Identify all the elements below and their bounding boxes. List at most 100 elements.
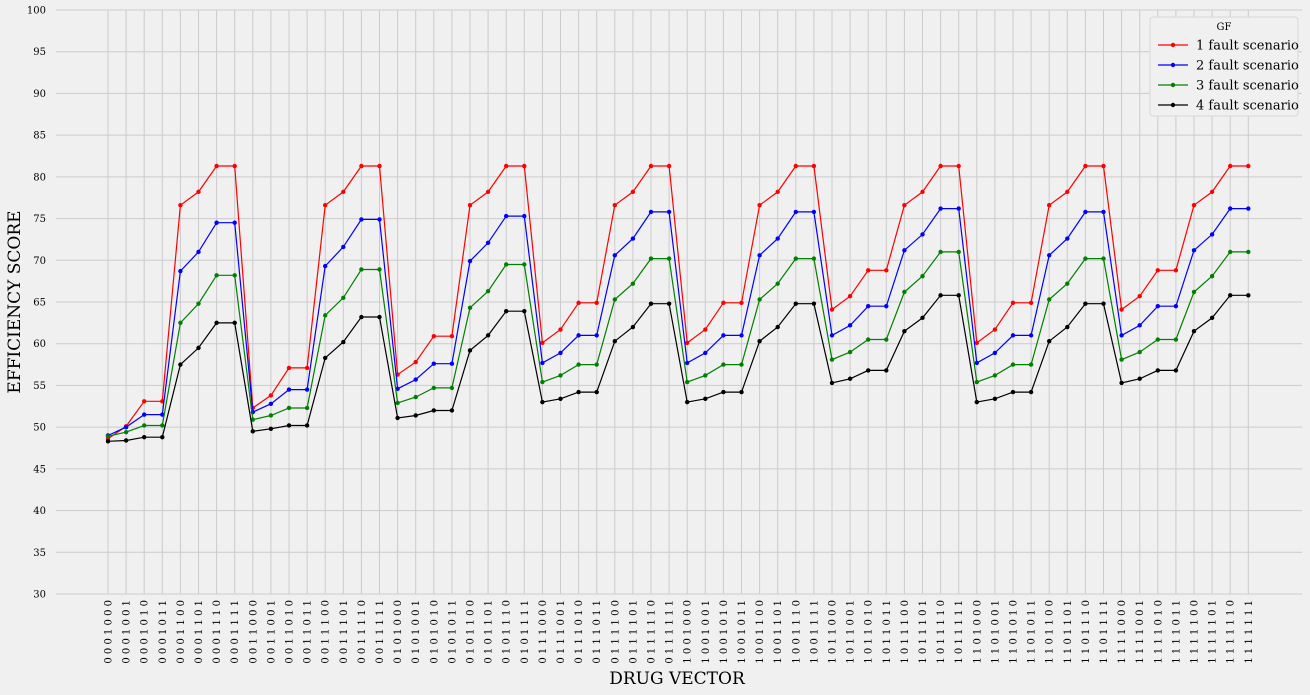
legend-marker bbox=[1170, 62, 1176, 68]
data-point bbox=[721, 300, 726, 306]
data-point bbox=[1173, 303, 1179, 309]
x-tick-label: 0 1 1 1 0 1 0 bbox=[574, 600, 585, 664]
data-point bbox=[974, 379, 979, 385]
data-point bbox=[323, 263, 328, 269]
data-point bbox=[992, 350, 998, 356]
data-point bbox=[1246, 293, 1251, 298]
data-point bbox=[612, 297, 617, 302]
data-point bbox=[703, 327, 708, 332]
data-point bbox=[739, 389, 744, 395]
data-point bbox=[1155, 268, 1161, 273]
series-line bbox=[107, 294, 1249, 442]
legend-marker bbox=[1170, 42, 1176, 48]
data-point bbox=[811, 256, 817, 261]
x-tick-labels: 0 0 0 1 0 0 0 0 0 0 1 0 0 1 0 0 0 1 0 1 0 0… bbox=[104, 600, 1255, 664]
data-point bbox=[105, 439, 111, 444]
data-point bbox=[105, 434, 111, 439]
data-point bbox=[250, 429, 255, 434]
series-4 bbox=[105, 293, 1251, 444]
data-point bbox=[1083, 209, 1088, 215]
data-point bbox=[1155, 303, 1161, 309]
data-point bbox=[377, 267, 382, 272]
x-tick-label: 0 1 0 1 1 0 0 bbox=[466, 600, 477, 664]
data-point bbox=[160, 412, 165, 417]
data-point bbox=[938, 206, 943, 211]
data-point bbox=[920, 232, 925, 237]
data-point bbox=[1119, 357, 1124, 362]
x-tick-label: 1 1 0 1 0 0 0 bbox=[972, 600, 983, 664]
data-point bbox=[576, 333, 581, 338]
data-point bbox=[793, 301, 798, 306]
data-point bbox=[1119, 333, 1124, 338]
data-point bbox=[214, 273, 219, 278]
data-point bbox=[576, 362, 581, 367]
data-point bbox=[1065, 324, 1070, 330]
data-point bbox=[1101, 301, 1106, 306]
data-point bbox=[431, 334, 436, 339]
data-point bbox=[1173, 368, 1179, 373]
data-point bbox=[811, 301, 817, 306]
data-point bbox=[576, 389, 581, 395]
y-tick-label: 30 bbox=[33, 590, 46, 601]
data-point bbox=[431, 361, 436, 366]
y-tick-label: 95 bbox=[33, 47, 46, 58]
data-point bbox=[232, 320, 237, 326]
data-point bbox=[902, 248, 907, 253]
legend-label: 1 fault scenario bbox=[1196, 39, 1299, 54]
x-tick-label: 0 0 0 1 1 0 0 bbox=[176, 600, 187, 664]
x-tick-label: 1 1 0 1 0 1 1 bbox=[1027, 600, 1038, 664]
data-point bbox=[992, 373, 998, 378]
series-line bbox=[107, 165, 1249, 440]
data-point bbox=[142, 423, 147, 428]
data-point bbox=[956, 206, 961, 211]
series-3 bbox=[105, 249, 1251, 439]
data-point bbox=[739, 333, 744, 338]
x-tick-label: 0 1 0 1 1 1 1 bbox=[520, 600, 531, 664]
data-point bbox=[377, 163, 382, 169]
data-point bbox=[1028, 300, 1034, 306]
y-tick-label: 100 bbox=[27, 6, 46, 17]
x-tick-label: 1 0 0 1 0 1 1 bbox=[737, 600, 748, 664]
data-point bbox=[648, 256, 654, 261]
legend: GF 1 fault scenario 2 fault scenario 3 fau… bbox=[1149, 16, 1299, 117]
data-point bbox=[1137, 376, 1142, 381]
data-point bbox=[847, 323, 853, 328]
x-tick-label: 0 0 1 1 1 1 1 bbox=[375, 600, 386, 664]
x-tick-label: 1 1 0 1 0 0 1 bbox=[990, 600, 1001, 664]
data-point bbox=[1228, 163, 1233, 169]
data-point bbox=[449, 361, 455, 366]
data-point bbox=[1173, 268, 1179, 273]
legend-label: 2 fault scenario bbox=[1196, 59, 1299, 74]
data-point bbox=[1065, 189, 1070, 195]
x-tick-label: 1 1 1 1 1 0 0 bbox=[1190, 600, 1201, 664]
x-tick-label: 1 0 1 1 1 1 1 bbox=[954, 600, 965, 664]
data-point bbox=[648, 209, 654, 215]
y-tick-label: 90 bbox=[33, 89, 46, 100]
data-point bbox=[703, 373, 708, 378]
data-point bbox=[1191, 329, 1197, 334]
data-point bbox=[866, 337, 871, 342]
legend-label: 4 fault scenario bbox=[1196, 99, 1299, 114]
x-axis-label: DRUG VECTOR bbox=[609, 669, 746, 689]
data-point bbox=[449, 334, 455, 339]
series-lines bbox=[105, 163, 1251, 444]
x-tick-label: 0 1 1 1 1 0 0 bbox=[610, 600, 621, 664]
data-point bbox=[685, 340, 690, 346]
x-tick-label: 0 1 0 1 0 0 1 bbox=[411, 600, 422, 664]
data-point bbox=[286, 405, 292, 411]
series-2 bbox=[105, 206, 1251, 438]
data-point bbox=[178, 362, 183, 367]
data-point bbox=[1010, 389, 1016, 395]
data-point bbox=[1209, 232, 1215, 237]
data-point bbox=[196, 345, 201, 351]
x-tick-label: 1 0 0 1 0 1 0 bbox=[719, 600, 730, 664]
data-point bbox=[630, 236, 636, 241]
data-point bbox=[304, 405, 310, 411]
data-point bbox=[268, 401, 274, 406]
data-point bbox=[1101, 209, 1106, 215]
data-point bbox=[540, 360, 545, 366]
data-point bbox=[1065, 281, 1070, 286]
data-point bbox=[250, 417, 255, 422]
data-point bbox=[178, 203, 183, 208]
x-tick-label: 0 0 0 1 1 1 1 bbox=[230, 600, 241, 664]
